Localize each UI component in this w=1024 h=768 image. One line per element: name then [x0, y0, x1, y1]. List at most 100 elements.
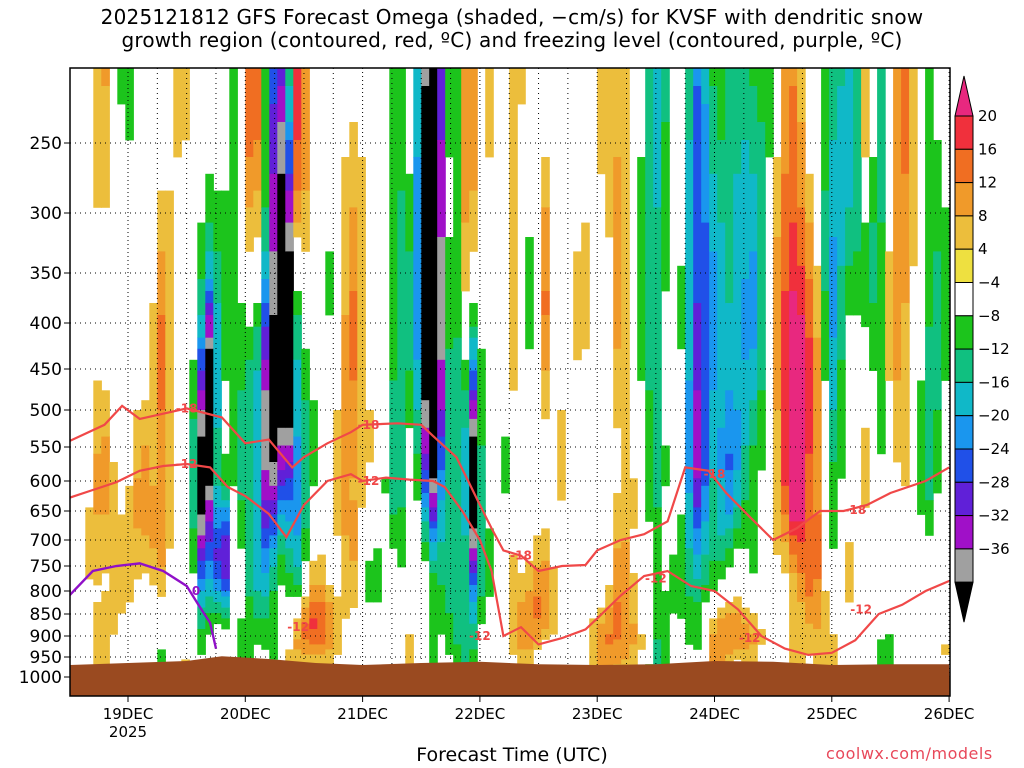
- omega-cell: [789, 554, 798, 574]
- omega-shading: [85, 68, 950, 696]
- y-tick-label: 500: [30, 401, 62, 421]
- omega-cell: [805, 222, 814, 280]
- omega-cell: [693, 528, 702, 555]
- credit-link[interactable]: coolwx.com/models: [826, 744, 993, 763]
- omega-cell: [589, 618, 598, 688]
- omega-cell: [205, 251, 214, 280]
- omega-cell: [541, 291, 550, 316]
- omega-cell: [517, 573, 526, 603]
- omega-cell: [261, 251, 270, 280]
- omega-cell: [637, 634, 646, 650]
- colorbar-segment: [954, 381, 974, 417]
- omega-cell: [261, 207, 270, 252]
- omega-cell: [685, 68, 694, 141]
- omega-cell: [661, 445, 670, 487]
- omega-cell: [261, 548, 270, 574]
- omega-cell: [613, 68, 622, 158]
- omega-cell: [597, 68, 606, 175]
- omega-cell: [701, 68, 710, 105]
- omega-cell: [437, 359, 446, 411]
- omega-cell: [269, 315, 278, 463]
- omega-cell: [733, 528, 742, 549]
- omega-cell: [813, 579, 822, 630]
- omega-cell: [285, 649, 294, 670]
- omega-cell: [773, 157, 782, 238]
- omega-cell: [461, 68, 470, 223]
- omega-cell: [629, 573, 638, 625]
- omega-cell: [285, 140, 294, 175]
- y-tick-label: 400: [30, 314, 62, 334]
- omega-cell: [205, 315, 214, 339]
- omega-cell: [813, 337, 822, 515]
- omega-cell: [221, 500, 230, 508]
- omega-cell: [317, 554, 326, 586]
- omega-cell: [893, 380, 902, 463]
- y-tick-label: 650: [30, 502, 62, 522]
- omega-cell: [469, 390, 478, 401]
- omega-cell: [853, 68, 862, 252]
- omega-cell: [653, 68, 662, 208]
- omega-cell: [285, 190, 294, 223]
- omega-cell: [869, 303, 878, 371]
- omega-cell: [733, 173, 742, 411]
- omega-cell: [685, 596, 694, 645]
- omega-cell: [421, 453, 430, 471]
- omega-cell: [205, 596, 214, 614]
- omega-cell: [421, 470, 430, 494]
- colorbar-segment: [954, 315, 974, 350]
- omega-cell: [317, 644, 326, 655]
- omega-cell: [197, 560, 206, 580]
- omega-cell: [245, 207, 254, 252]
- omega-cell: [749, 251, 758, 350]
- omega-cell: [237, 500, 246, 549]
- omega-cell: [285, 500, 294, 522]
- omega-cell: [165, 190, 174, 549]
- omega-cell: [85, 507, 94, 580]
- omega-cell: [533, 535, 542, 568]
- omega-cell: [205, 560, 214, 580]
- omega-cell: [93, 68, 102, 208]
- omega-cell: [749, 400, 758, 446]
- omega-cell: [149, 485, 158, 549]
- omega-cell: [269, 548, 278, 568]
- omega-cell: [781, 485, 790, 515]
- omega-cell: [349, 478, 358, 501]
- omega-cell: [605, 644, 614, 675]
- omega-cell: [541, 528, 550, 562]
- omega-cell: [261, 359, 270, 391]
- omega-cell: [677, 265, 686, 350]
- omega-cell: [797, 265, 806, 316]
- omega-cell: [733, 613, 742, 650]
- omega-cell: [197, 607, 206, 630]
- omega-cell: [109, 462, 118, 635]
- omega-cell: [453, 68, 462, 339]
- omega-cell: [877, 222, 886, 455]
- omega-cell: [93, 453, 102, 515]
- x-tick-label: 23DEC: [572, 705, 623, 723]
- omega-cell: [125, 485, 134, 603]
- omega-cell: [309, 602, 318, 619]
- omega-cell: [285, 548, 294, 574]
- omega-cell: [797, 521, 806, 543]
- omega-cell: [293, 436, 302, 536]
- omega-cell: [117, 514, 126, 614]
- omega-cell: [661, 122, 670, 292]
- omega-cell: [309, 654, 318, 665]
- omega-cell: [245, 68, 254, 158]
- omega-cell: [597, 607, 606, 625]
- omega-cell: [253, 68, 262, 141]
- omega-cell: [613, 602, 622, 640]
- colorbar-top-arrow: [954, 75, 974, 117]
- omega-cell: [285, 86, 294, 123]
- y-tick-label: 600: [30, 472, 62, 492]
- omega-cell: [893, 68, 902, 381]
- omega-cell: [693, 303, 702, 391]
- omega-cell: [189, 418, 198, 529]
- omega-cell: [293, 567, 302, 586]
- omega-cell: [269, 104, 278, 175]
- omega-cell: [413, 157, 422, 361]
- dgz-minus12-label: -12: [645, 572, 667, 586]
- omega-cell: [717, 140, 726, 223]
- omega-cell: [245, 596, 254, 675]
